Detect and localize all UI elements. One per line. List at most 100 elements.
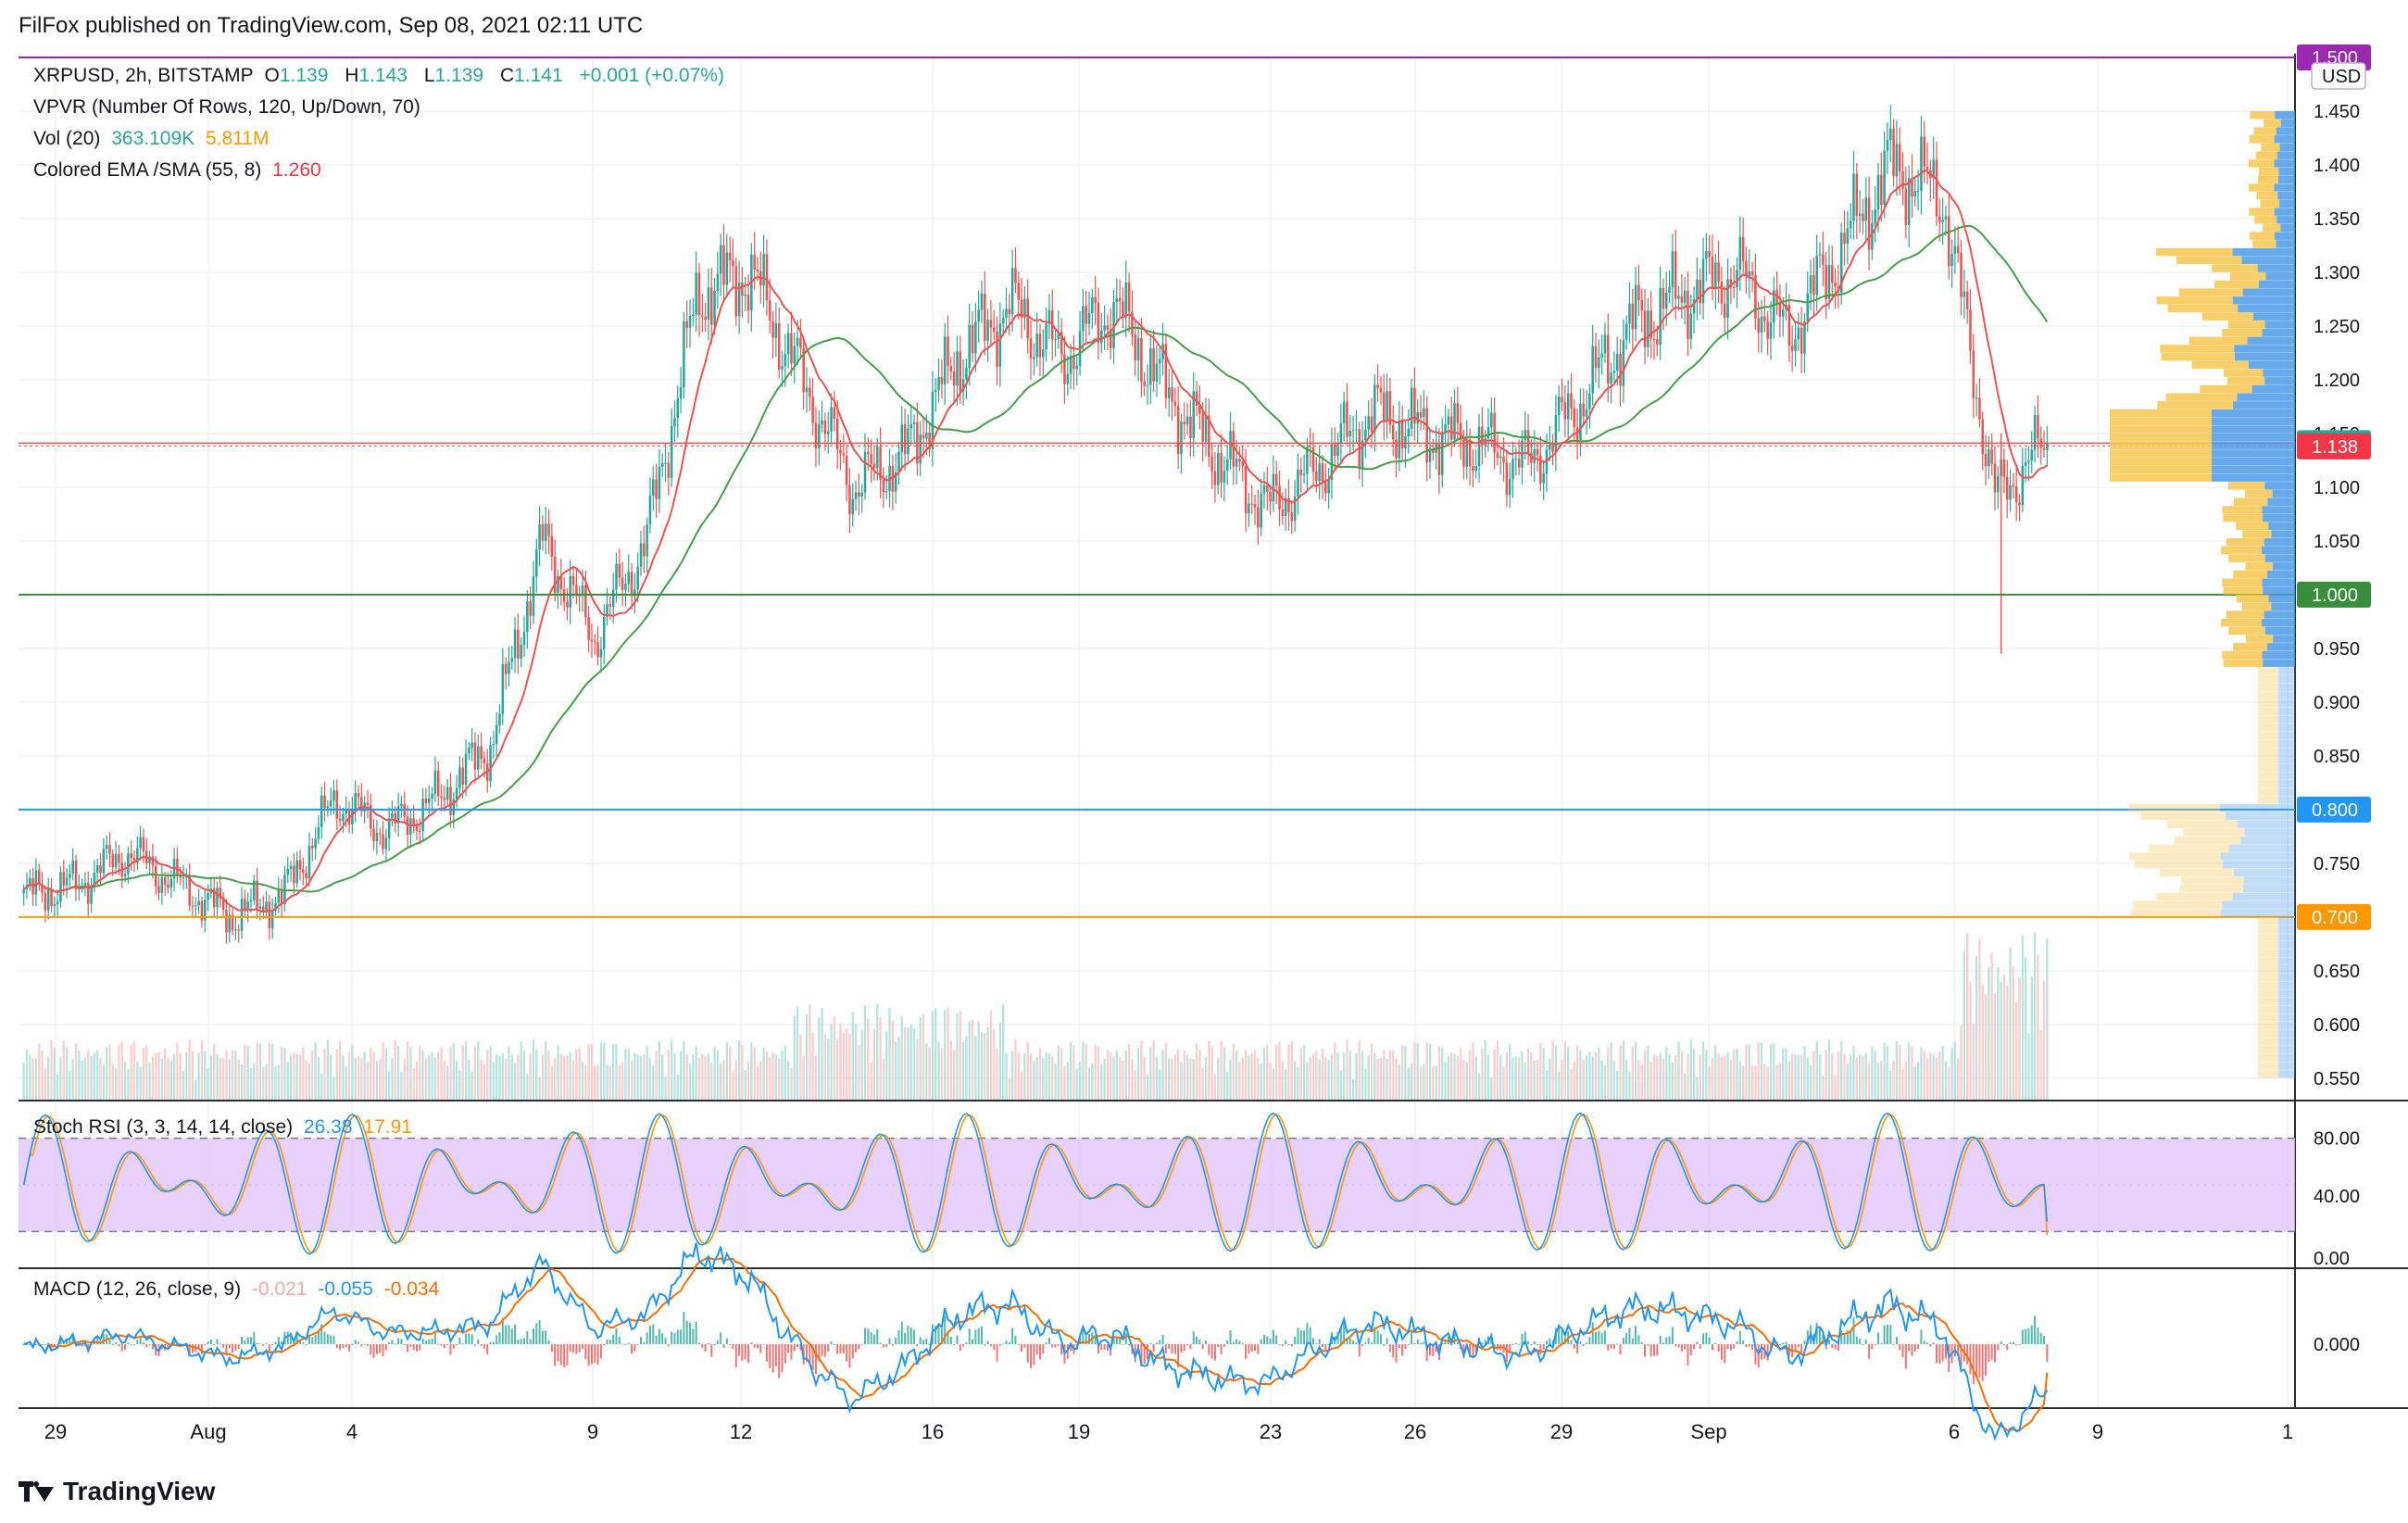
candle-body (1794, 339, 1797, 351)
candle-body (200, 900, 204, 921)
volume-bar (734, 1060, 737, 1100)
candle-body (71, 861, 74, 875)
volume-bar (65, 1047, 69, 1100)
volume-bar (366, 1062, 370, 1100)
volume-bar (1831, 1052, 1834, 1100)
stoch-tick-label: 0.00 (2314, 1249, 2350, 1269)
macd-hist-bar (228, 1344, 231, 1349)
macd-hist-bar (750, 1342, 753, 1344)
candle-body (569, 575, 572, 608)
macd-hist-bar (2037, 1327, 2039, 1344)
macd-hist-bar (1229, 1329, 1232, 1344)
volume-bar (437, 1051, 440, 1100)
macd-hist-bar (756, 1344, 759, 1349)
candle-body (1904, 188, 1908, 226)
macd-hist-bar (391, 1340, 394, 1344)
vpvr-down-bar (2276, 216, 2295, 224)
volume-bar (713, 1046, 716, 1100)
macd-hist-bar (1373, 1327, 1376, 1344)
macd-hist-bar (673, 1332, 676, 1344)
macd-hist-bar (124, 1344, 127, 1350)
candle-body (697, 272, 701, 316)
candle-body (765, 254, 769, 301)
macd-hist-bar (127, 1342, 130, 1344)
vpvr-up-bar (2250, 232, 2275, 240)
candle-body (701, 315, 704, 317)
close-value: 1.141 (514, 65, 563, 86)
volume-bar (658, 1040, 661, 1100)
candle-body (1432, 448, 1435, 453)
macd-hist-bar (1303, 1330, 1306, 1344)
macd-hist-bar (407, 1344, 409, 1353)
vpvr-up-bar (2110, 458, 2212, 466)
candle-body (1674, 251, 1677, 299)
volume-bar (1410, 1063, 1413, 1100)
candle-body (406, 816, 409, 836)
candle-body (458, 767, 461, 788)
macd-hist-bar (1355, 1342, 1358, 1344)
macd-hist-bar (888, 1338, 891, 1344)
macd-hist-bar (1957, 1344, 1960, 1356)
volume-bar (1238, 1061, 1241, 1100)
tradingview-footer[interactable]: TradingView (19, 1477, 215, 1506)
candle-body (277, 888, 281, 903)
macd-hist-bar (937, 1323, 940, 1344)
candle-body (1947, 216, 1950, 267)
time-tick-label: 26 (1404, 1420, 1426, 1443)
macd-hist-bar (41, 1344, 44, 1345)
macd-hist-bar (864, 1328, 867, 1344)
volume-bar (1511, 1057, 1514, 1100)
macd-hist-bar (1936, 1344, 1938, 1364)
volume-bar (1984, 993, 1988, 1100)
candle-body (1886, 139, 1889, 151)
macd-hist-bar (1889, 1325, 1892, 1344)
volume-bar (1435, 1065, 1437, 1100)
volume-bar (1539, 1042, 1542, 1100)
candle-body (903, 424, 907, 455)
candle-body (1619, 353, 1622, 386)
candle-body (1066, 373, 1070, 384)
macd-hist-value: -0.021 (251, 1278, 307, 1300)
volume-bar (1085, 1044, 1087, 1100)
macd-hist-bar (1481, 1342, 1484, 1344)
vpvr-down-bar (2212, 433, 2295, 442)
candle-body (139, 837, 142, 849)
candle-body (246, 901, 249, 911)
candle-body (1554, 415, 1558, 452)
candle-body (863, 451, 867, 493)
volume-bar (1671, 1062, 1674, 1100)
candle-body (56, 901, 59, 904)
vpvr-up-bar (2258, 748, 2278, 756)
macd-hist-bar (1348, 1338, 1351, 1344)
macd-hist-bar (1687, 1344, 1689, 1366)
candle-body (207, 893, 209, 900)
volume-bar (596, 1064, 599, 1100)
macd-hist-bar (765, 1344, 768, 1362)
macd-hist-bar (796, 1344, 799, 1347)
macd-hist-bar (1379, 1334, 1382, 1344)
vpvr-down-bar (2220, 852, 2295, 861)
volume-bar (1901, 1069, 1904, 1100)
macd-hist-bar (1600, 1332, 1603, 1344)
volume-bar (1223, 1047, 1226, 1100)
candle-body (1748, 271, 1751, 277)
candle-body (1373, 384, 1376, 433)
vpvr-down-bar (2262, 328, 2295, 337)
candle-body (1687, 290, 1689, 339)
candle-body (1843, 233, 1846, 245)
volume-bar (676, 1074, 679, 1100)
macd-hist-bar (676, 1329, 679, 1344)
volume-bar (286, 1062, 289, 1100)
macd-hist-bar (1054, 1344, 1057, 1348)
candle-body (538, 524, 541, 549)
volume-bar (1724, 1055, 1726, 1100)
candle-body (1932, 159, 1935, 179)
vpvr-up-bar (2249, 159, 2275, 168)
candle-body (1643, 310, 1647, 347)
volume-bar (1459, 1048, 1462, 1100)
volume-bar (1321, 1048, 1324, 1100)
candle-body (606, 604, 608, 617)
volume-bar (1386, 1058, 1388, 1100)
volume-bar (1401, 1044, 1404, 1100)
